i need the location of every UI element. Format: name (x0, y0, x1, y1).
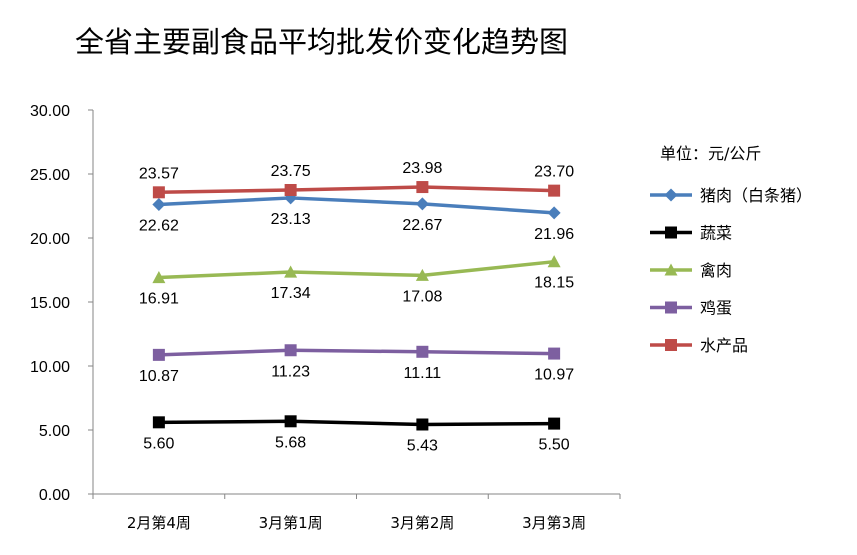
data-point (152, 197, 166, 211)
y-tick-label: 10.00 (30, 359, 70, 376)
data-point (152, 348, 165, 361)
data-label: 23.13 (271, 211, 311, 228)
data-point (415, 268, 429, 281)
series-1: 5.60 5.68 5.43 5.50 (143, 415, 570, 454)
data-label: 21.96 (534, 226, 574, 243)
data-label: 5.43 (407, 437, 438, 454)
legend-swatch-marker (665, 226, 677, 239)
legend-item: 猪肉（白条猪） (650, 186, 812, 205)
y-tick-label: 0.00 (39, 487, 70, 504)
y-tick-label: 5.00 (39, 423, 70, 440)
legend-label: 水产品 (700, 336, 748, 355)
data-point (152, 271, 166, 284)
series-line (158, 419, 555, 427)
chart-title: 全省主要副食品平均批发价变化趋势图 (75, 25, 568, 59)
data-point (284, 184, 297, 196)
series-line (158, 348, 555, 357)
data-label: 23.57 (139, 165, 179, 182)
x-tick-label: 3月第2周 (390, 514, 454, 532)
legend-label: 鸡蛋 (700, 299, 732, 318)
data-point (548, 347, 561, 360)
x-tick-label: 3月第1周 (259, 514, 323, 532)
data-label: 11.23 (271, 363, 310, 380)
data-label: 18.15 (534, 275, 574, 292)
series-line (158, 196, 555, 215)
data-point (415, 197, 429, 211)
legend-label: 蔬菜 (700, 224, 732, 243)
data-point (284, 265, 298, 278)
data-label: 23.98 (402, 160, 442, 177)
legend-item: 鸡蛋 (650, 299, 732, 318)
unit-label: 单位：元/公斤 (660, 144, 761, 163)
legend-swatch-marker (664, 263, 678, 276)
data-label: 5.50 (539, 437, 570, 454)
legend-item: 蔬菜 (650, 224, 732, 243)
y-tick-label: 15.00 (30, 295, 70, 312)
data-label: 10.87 (139, 368, 179, 385)
data-label: 16.91 (139, 291, 179, 308)
legend-swatch-marker (664, 188, 678, 202)
legend-label: 猪肉（白条猪） (700, 186, 812, 205)
series-0: 22.62 23.13 22.67 21.96 (139, 191, 574, 243)
series-layer: 22.62 23.13 22.67 21.96 5.60 5.68 5.43 5.50 16.9… (139, 160, 574, 454)
data-label: 11.11 (404, 365, 442, 382)
legend-swatch-marker (665, 301, 677, 314)
legend-item: 水产品 (650, 336, 748, 355)
data-point (416, 345, 429, 358)
series-3: 10.87 11.23 11.11 10.97 (139, 344, 574, 385)
data-label: 23.70 (534, 164, 574, 181)
data-label: 22.67 (402, 217, 442, 234)
data-label: 23.75 (271, 163, 311, 180)
data-point (284, 344, 297, 357)
data-point (284, 415, 297, 428)
series-4: 23.57 23.75 23.98 23.70 (139, 160, 574, 199)
legend-item: 禽肉 (650, 261, 732, 280)
data-point (547, 206, 561, 220)
x-tick-label: 3月第3周 (522, 514, 586, 532)
data-point (548, 184, 561, 197)
data-label: 17.34 (271, 285, 311, 302)
series-2: 16.91 17.34 17.08 18.15 (139, 255, 574, 308)
y-tick-label: 30.00 (30, 103, 70, 120)
axes: 0.00 5.00 10.00 15.00 20.00 25.00 30.00 2月第4周 3月… (30, 103, 621, 532)
series-line (158, 259, 555, 280)
x-tick-label: 2月第4周 (127, 514, 191, 532)
data-label: 10.97 (534, 367, 574, 384)
data-label: 17.08 (402, 288, 442, 305)
legend-label: 禽肉 (700, 261, 732, 280)
data-point (152, 186, 165, 199)
data-point (416, 181, 429, 194)
y-tick-label: 25.00 (30, 167, 70, 184)
series-line (158, 185, 555, 195)
data-point (416, 418, 429, 431)
legend-swatch-marker (665, 339, 677, 351)
data-label: 5.68 (275, 434, 306, 451)
data-point (547, 255, 561, 268)
data-point (152, 416, 165, 429)
y-tick-label: 20.00 (30, 231, 70, 248)
data-point (548, 417, 561, 430)
data-label: 22.62 (139, 217, 179, 234)
data-label: 5.60 (143, 435, 174, 452)
